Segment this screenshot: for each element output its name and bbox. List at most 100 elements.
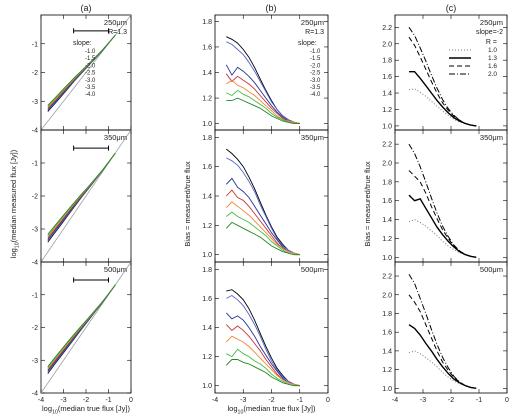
y-tick-label: 1.0 [202, 252, 212, 259]
y-tick-label: 1.8 [202, 135, 212, 142]
x-tick-label: -2 [448, 397, 454, 404]
y-tick-label: 1.4 [382, 91, 392, 98]
panel-wavelength-label: 350μm [104, 133, 127, 142]
legend-entry: 1.6 [488, 63, 497, 70]
series-layer [225, 289, 300, 387]
y-tick-label: 1.6 [382, 330, 392, 337]
x-tick-label: -4 [38, 397, 44, 404]
x-tick-label: 0 [505, 397, 509, 404]
y-tick-label: -3 [32, 358, 38, 365]
plot-frame [214, 261, 329, 394]
one-to-one-line [41, 262, 131, 393]
panel-ratio-label: R=1.3 [108, 29, 127, 36]
series-line [226, 89, 300, 125]
one-to-one-line [41, 130, 131, 262]
plot-frame [214, 129, 329, 263]
series-line [408, 36, 477, 127]
legend-entry: -2.0 [310, 63, 321, 69]
y-tick-label: 1.6 [202, 296, 212, 303]
series-layer [408, 27, 477, 127]
y-tick-label: 1.2 [382, 107, 392, 114]
y-tick-label: 1.6 [202, 44, 212, 51]
series-line [408, 27, 477, 127]
chart-a-panel-2: -4 -3 -2 -1 0 -4 -3 -2 -1 500μm [32, 261, 133, 404]
y-tick-label: 1.2 [202, 354, 212, 361]
y-tick-label: -2 [32, 70, 38, 77]
legend-entry: -3.0 [310, 78, 321, 84]
series-line [47, 284, 116, 368]
series-line [225, 359, 300, 387]
y-tick-label: -4 [32, 260, 38, 267]
chart-b-panel-2: -4 -3 -2 -1 0 1.0 1.2 1.4 1.6 1.8 500μm [202, 261, 330, 404]
y-tick-label: 1.4 [202, 325, 212, 332]
legend-entry: -3.5 [310, 85, 321, 91]
x-tick-label: -2 [268, 397, 274, 404]
series-line [226, 41, 300, 125]
x-tick-label: -4 [212, 397, 218, 404]
y-tick-label: 1.0 [382, 386, 392, 393]
y-tick-label: 1.8 [382, 311, 392, 318]
y-tick-label: 2.2 [382, 274, 392, 281]
y-tick-label: 1.8 [382, 179, 392, 186]
panel-wavelength-label: 500μm [480, 265, 503, 274]
series-layer [408, 143, 477, 258]
plots-layer: -4-3-2-1250μmR=1.3slope:-1.0-1.5-2.0-2.5… [9, 14, 509, 415]
x-tick-label: -2 [83, 397, 89, 404]
y-tick-label: 1.6 [202, 164, 212, 171]
x-tick-label: -4 [392, 397, 398, 404]
y-tick-label: 1.8 [382, 58, 392, 65]
y-tick-label: 1.4 [202, 70, 212, 77]
x-tick-label: -1 [297, 397, 303, 404]
y-axis-title: Bias = measured/true flux [363, 161, 372, 247]
chart-c-panel-1: 1.0 1.2 1.4 1.6 1.8 2.0 2.2 350μm [382, 129, 508, 263]
series-line [408, 219, 477, 258]
chart-a-panel-0: -4 -3 -2 -1 250μm R=1.3 slope: -1.0-1.5-2.0 -2.5… [32, 14, 132, 135]
series-line [225, 324, 300, 387]
legend-entry: 1.3 [488, 55, 497, 62]
series-line [408, 143, 477, 258]
y-tick-label: 1.6 [382, 74, 392, 81]
y-tick-label: 1.2 [382, 236, 392, 243]
legend-entry: -1.5 [85, 56, 96, 62]
series-line [226, 157, 300, 256]
x-axis-title: log10(median true flux [Jy]) [42, 404, 130, 415]
series-line [225, 189, 300, 256]
legend-title: slope: [298, 40, 317, 47]
x-tick-label: -3 [420, 397, 426, 404]
chart-b-panel-0: 1.01.21.41.61.8 250μmR=1.3slope:-1.0-1.5-… [202, 14, 329, 131]
y-tick-label: 2.2 [382, 25, 392, 32]
series-layer [41, 262, 131, 393]
y-tick-label: 1.6 [382, 198, 392, 205]
y-tick-label: 2.0 [382, 292, 392, 299]
series-line [47, 34, 116, 106]
x-tick-label: -3 [60, 397, 66, 404]
series-line [225, 221, 300, 256]
legend-entry: -2.5 [310, 71, 321, 77]
x-tick-label: 0 [326, 397, 330, 404]
series-layer [41, 15, 131, 130]
series-line [408, 88, 477, 127]
legend-entry: -1.0 [85, 49, 96, 55]
x-tick-label: -1 [105, 397, 111, 404]
series-line [226, 97, 300, 125]
y-tick-label: -4 [32, 391, 38, 398]
legend-entry: -2.0 [85, 63, 96, 69]
series-layer [408, 273, 477, 389]
chart-a-panel-1: -4 -3 -2 -1 350μm [32, 129, 132, 267]
y-tick-label: -1 [32, 41, 38, 48]
x-axis-title: log10(median true flux [Jy]) [228, 404, 316, 415]
y-tick-label: 1.0 [382, 123, 392, 130]
legend-entry: 2.0 [488, 71, 497, 78]
legend-entry: -2.5 [85, 71, 96, 77]
y-tick-label: 2.2 [382, 142, 392, 149]
panel-wavelength-label: 250μm [480, 18, 503, 27]
y-axis-title: Bias = measured/true flux [183, 161, 192, 247]
chart-column-b: 1.01.21.41.61.8 250μmR=1.3slope:-1.0-1.5-… [183, 14, 330, 415]
panel-wavelength-label: 350μm [301, 133, 324, 142]
legend-entry: -1.5 [310, 56, 321, 62]
legend-entry: 1.0 [488, 47, 497, 54]
series-line [408, 350, 477, 389]
